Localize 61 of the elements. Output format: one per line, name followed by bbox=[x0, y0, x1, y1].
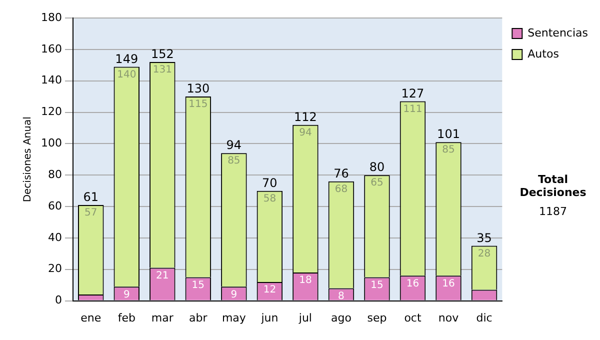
y-tick-label: 180 bbox=[40, 10, 62, 24]
data-label: 16 bbox=[442, 278, 455, 290]
x-tick-label: dic bbox=[476, 311, 492, 324]
x-tick-label: abr bbox=[189, 311, 208, 324]
x-tick-label: mar bbox=[151, 311, 174, 324]
data-label: 12 bbox=[263, 284, 276, 296]
data-label: 131 bbox=[152, 64, 172, 76]
data-label: 9 bbox=[123, 289, 130, 300]
data-label: 8 bbox=[338, 290, 344, 302]
total-label: 112 bbox=[294, 110, 317, 124]
x-tick-label: ene bbox=[80, 311, 102, 324]
data-label: 85 bbox=[442, 144, 455, 156]
y-axis-title: Decisiones Anual bbox=[22, 116, 34, 202]
x-tick-label: jun bbox=[260, 311, 278, 324]
data-label: 21 bbox=[156, 270, 169, 282]
text: 1187 bbox=[539, 205, 567, 218]
data-label: 16 bbox=[406, 278, 420, 290]
x-tick-label: feb bbox=[118, 311, 136, 324]
data-label: 18 bbox=[299, 275, 312, 286]
data-label: 111 bbox=[403, 104, 422, 115]
total-label: 152 bbox=[150, 47, 174, 62]
y-tick-label: 80 bbox=[48, 168, 62, 181]
total-label: 61 bbox=[83, 190, 99, 204]
data-label: 115 bbox=[188, 99, 208, 110]
x-tick-label: sep bbox=[367, 311, 387, 324]
y-tick-label: 160 bbox=[40, 42, 62, 56]
legend-label: Autos bbox=[528, 47, 560, 60]
total-label: 94 bbox=[226, 138, 242, 152]
x-tick-label: nov bbox=[438, 311, 460, 324]
total-label: 80 bbox=[369, 160, 385, 174]
y-tick-label: 140 bbox=[40, 74, 62, 87]
y-tick-label: 40 bbox=[48, 230, 62, 244]
x-tick-label: may bbox=[222, 311, 246, 324]
legend-label: Sentencias bbox=[528, 26, 588, 40]
data-label: 15 bbox=[370, 280, 384, 291]
y-tick-label: 120 bbox=[40, 105, 62, 118]
total-label: 70 bbox=[262, 176, 278, 190]
y-tick-label: 20 bbox=[48, 262, 62, 276]
data-label: 140 bbox=[117, 69, 136, 80]
total-label: 35 bbox=[476, 230, 492, 245]
data-label: 85 bbox=[228, 156, 240, 167]
data-label: 68 bbox=[334, 184, 348, 195]
total-label: 127 bbox=[401, 86, 424, 100]
x-tick-label: jul bbox=[298, 311, 312, 324]
total-label: 149 bbox=[115, 52, 138, 66]
y-tick-label: 60 bbox=[48, 199, 62, 212]
total-label: 101 bbox=[437, 127, 460, 142]
data-label: 94 bbox=[299, 127, 312, 138]
data-label: 65 bbox=[370, 178, 384, 189]
data-label: 57 bbox=[84, 208, 98, 219]
x-tick-label: ago bbox=[330, 311, 352, 324]
x-tick-label: oct bbox=[404, 311, 422, 324]
text: Total Decisiones bbox=[520, 173, 586, 199]
data-label: 15 bbox=[192, 280, 205, 291]
data-label: 28 bbox=[478, 248, 491, 260]
data-label: 9 bbox=[230, 289, 238, 300]
y-tick-label: 100 bbox=[40, 136, 62, 150]
total-label: 130 bbox=[186, 82, 210, 96]
y-tick-label: 0 bbox=[54, 294, 62, 307]
total-label: 76 bbox=[334, 166, 349, 181]
data-label: 58 bbox=[263, 193, 276, 204]
